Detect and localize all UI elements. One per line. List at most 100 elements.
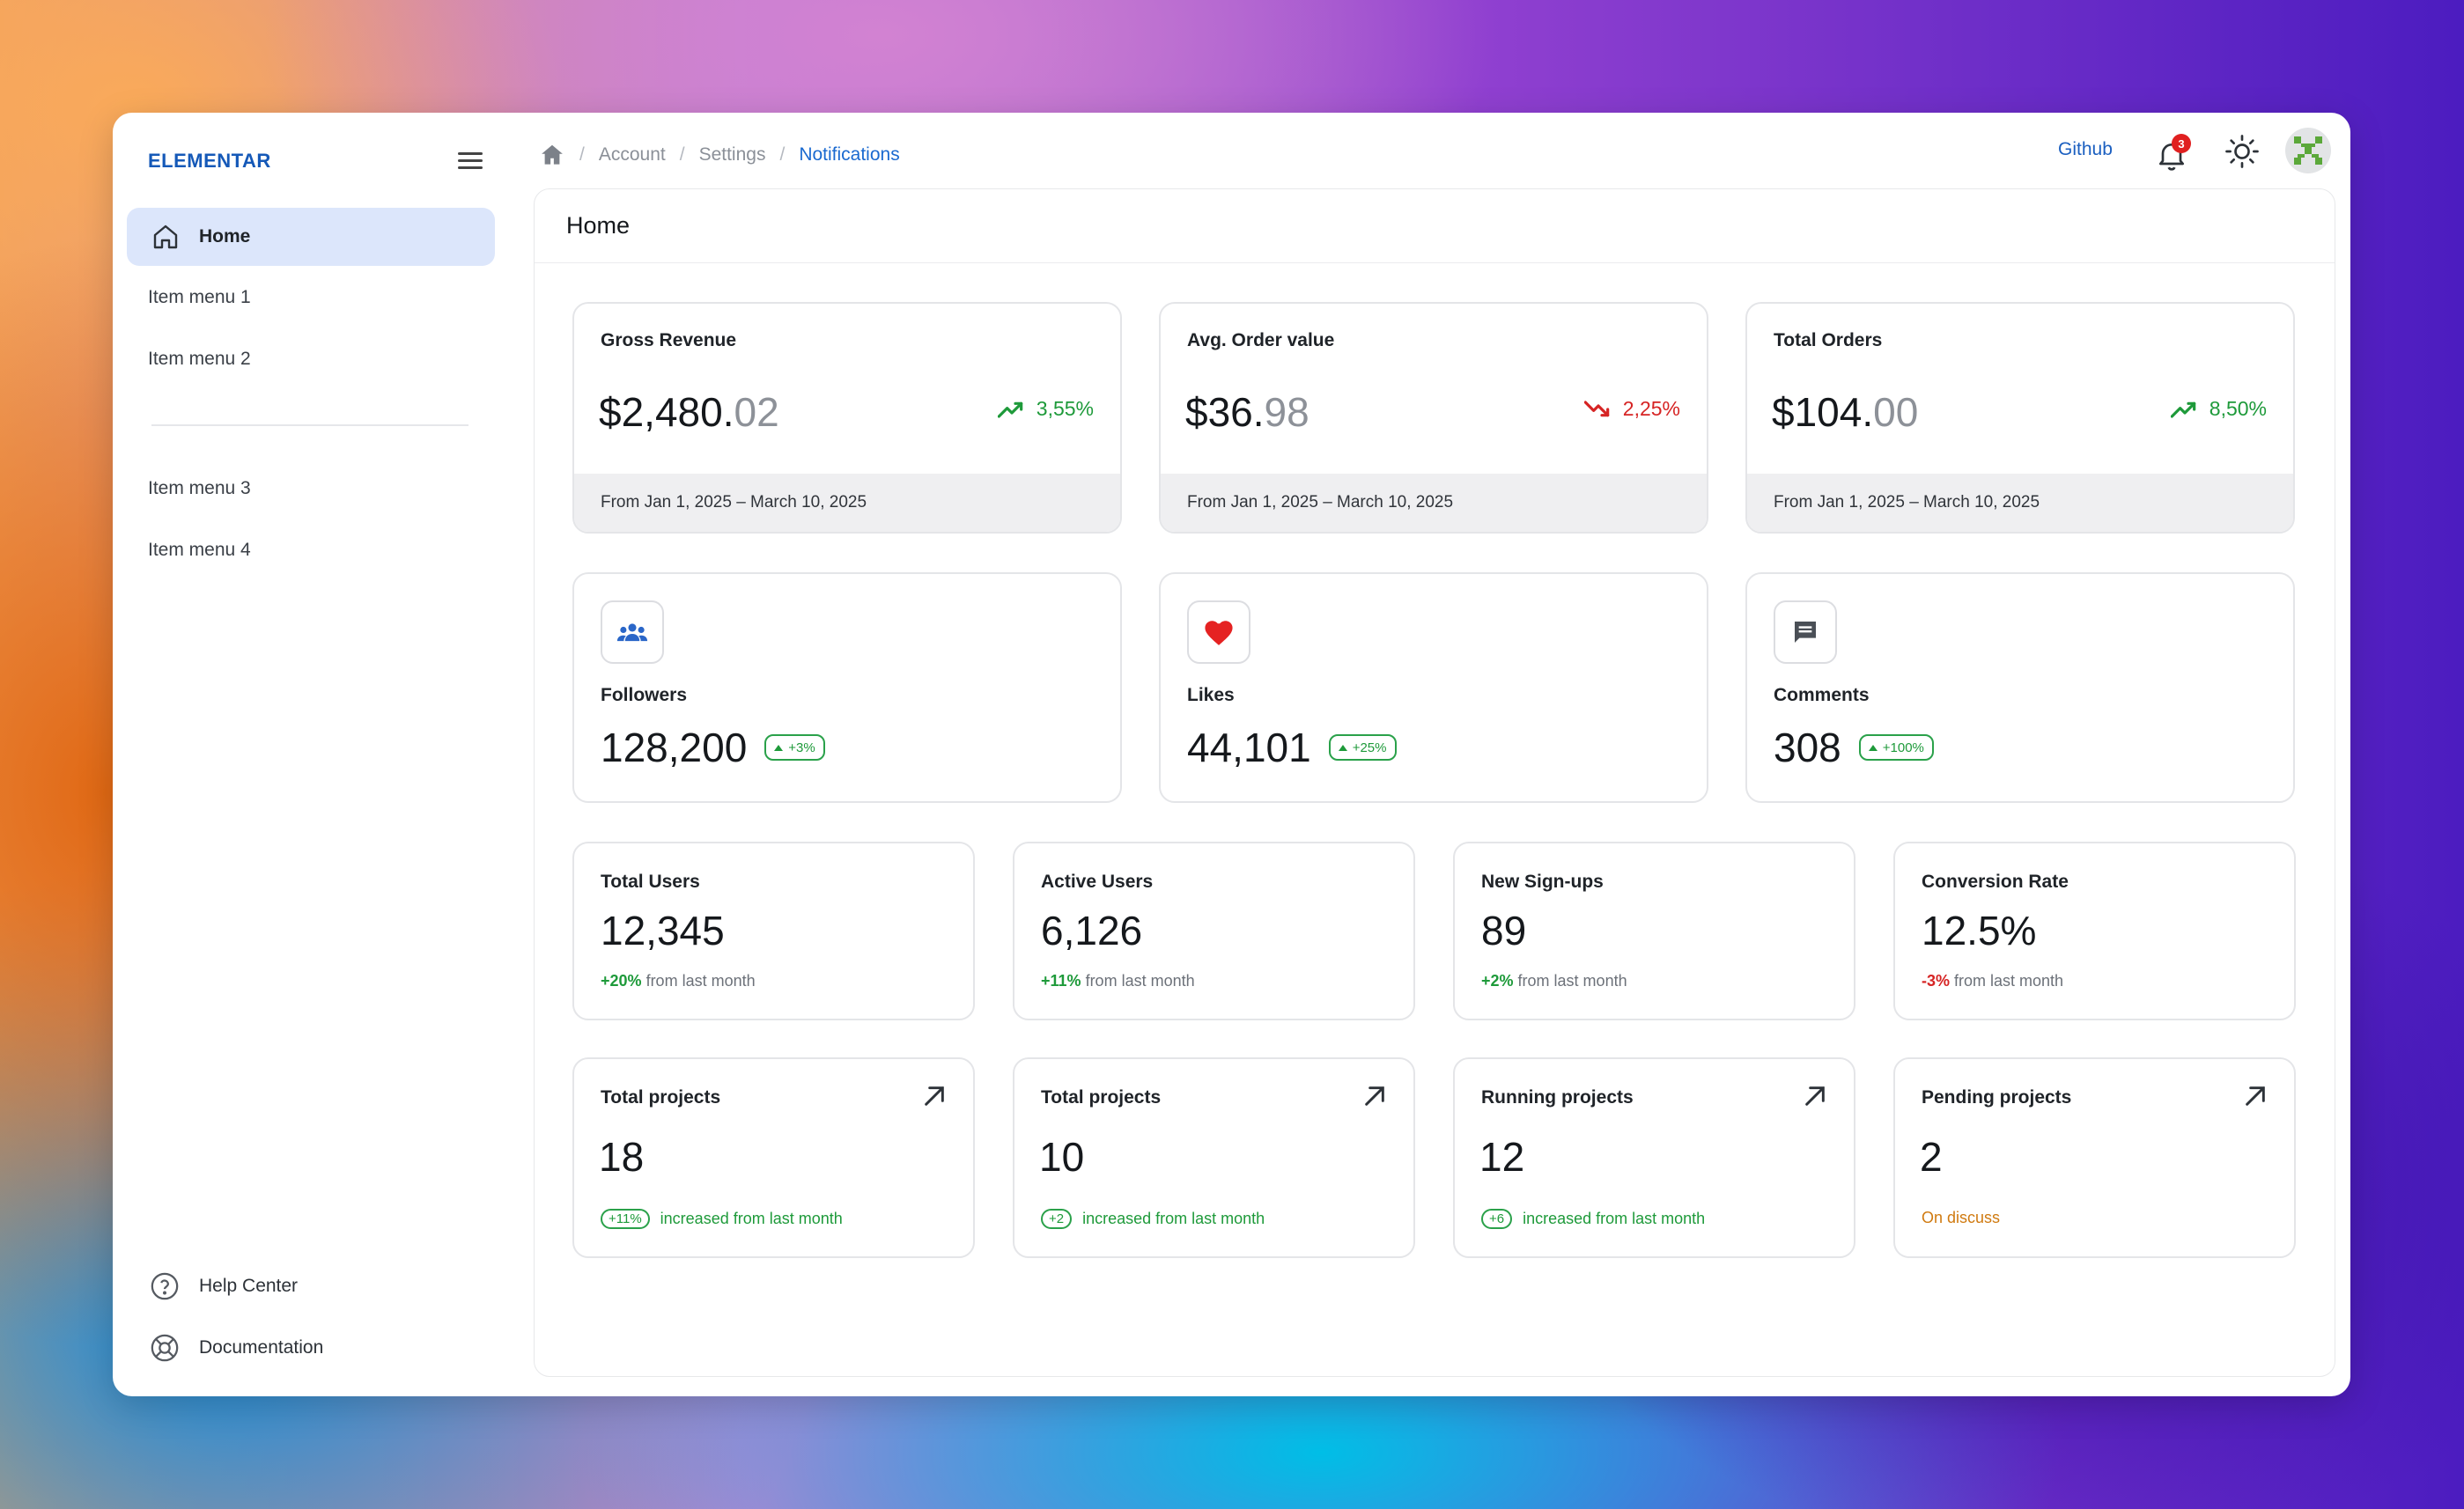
active-users-card: Active Users 6,126 +11% from last month (1013, 842, 1415, 1020)
trend-indicator: 8,50% (2170, 397, 2267, 421)
hamburger-icon (458, 159, 483, 162)
theme-toggle-button[interactable] (2224, 134, 2263, 173)
breadcrumb-separator: / (679, 144, 685, 165)
card-title: Likes (1187, 685, 1235, 705)
arrow-up-right-icon[interactable] (1361, 1082, 1389, 1110)
arrow-up-right-icon[interactable] (2241, 1082, 2269, 1110)
likes-icon-box (1187, 600, 1250, 664)
pending-projects-card: Pending projects 2 On discuss (1893, 1057, 2296, 1258)
change-chip: +2 (1041, 1209, 1073, 1229)
arrow-up-right-icon[interactable] (920, 1082, 948, 1110)
sidebar-item-documentation[interactable]: Documentation (150, 1333, 323, 1363)
card-title: Avg. Order value (1187, 330, 1335, 350)
sidebar-item-help-center[interactable]: Help Center (150, 1271, 298, 1301)
gross-revenue-card: Gross Revenue $2,480.02 3,55% From Jan 1… (572, 302, 1122, 534)
likes-card: Likes 44,101 +25% (1159, 572, 1708, 803)
menu-toggle-button[interactable] (456, 148, 484, 174)
total-projects-card: Total projects 18 +11% increased from las… (572, 1057, 975, 1258)
card-title: Comments (1774, 685, 1870, 705)
breadcrumb: / Account / Settings / Notifications (539, 136, 900, 174)
change-chip: +11% (601, 1209, 650, 1229)
card-title: Running projects (1481, 1087, 1634, 1108)
change-badge: +25% (1328, 734, 1397, 761)
breadcrumb-notifications[interactable]: Notifications (799, 144, 900, 165)
comment-icon (1795, 622, 1816, 643)
caret-up-icon (1868, 744, 1878, 751)
notifications-button[interactable]: 3 (2154, 134, 2193, 173)
card-title: Total projects (601, 1087, 721, 1108)
card-title: Followers (601, 685, 688, 705)
card-value: 2 (1920, 1134, 1943, 1180)
card-change: +6 increased from last month (1481, 1209, 1705, 1229)
trending-down-icon (1583, 400, 1610, 416)
hamburger-icon (458, 166, 483, 169)
sidebar-item-label: Home (199, 226, 251, 247)
change-badge: +100% (1858, 734, 1934, 761)
trend-indicator: 3,55% (997, 397, 1094, 421)
breadcrumb-separator: / (579, 144, 585, 165)
card-change: -3% from last month (1922, 972, 2064, 990)
heart-icon (1205, 621, 1233, 645)
card-value: 89 (1481, 908, 1527, 953)
help-circle-icon (151, 1272, 179, 1300)
card-title: New Sign-ups (1481, 872, 1604, 892)
sidebar-item-menu-4[interactable]: Item menu 4 (148, 540, 251, 560)
sun-icon (2225, 135, 2259, 168)
card-value: 10 (1039, 1134, 1085, 1180)
comments-icon-box (1774, 600, 1837, 664)
card-title: Conversion Rate (1922, 872, 2069, 892)
home-icon (153, 225, 178, 249)
sidebar-divider (151, 424, 468, 426)
card-period: From Jan 1, 2025 – March 10, 2025 (574, 474, 1120, 532)
sidebar-item-menu-1[interactable]: Item menu 1 (148, 287, 251, 307)
avatar[interactable] (2285, 128, 2331, 173)
card-value: 44,101 +25% (1187, 724, 1397, 771)
new-signups-card: New Sign-ups 89 +2% from last month (1453, 842, 1855, 1020)
followers-icon-box (601, 600, 664, 664)
running-projects-card: Running projects 12 +6 increased from las… (1453, 1057, 1855, 1258)
breadcrumb-settings[interactable]: Settings (698, 144, 766, 165)
card-status: On discuss (1922, 1209, 2001, 1226)
total-projects-card-2: Total projects 10 +2 increased from last … (1013, 1057, 1415, 1258)
notification-badge: 3 (2172, 134, 2191, 153)
conversion-rate-card: Conversion Rate 12.5% -3% from last mont… (1893, 842, 2296, 1020)
card-period: From Jan 1, 2025 – March 10, 2025 (1747, 474, 2293, 532)
total-orders-card: Total Orders $104.00 8,50% From Jan 1, 2… (1745, 302, 2295, 534)
breadcrumb-separator: / (779, 144, 786, 165)
followers-card: Followers 128,200 +3% (572, 572, 1122, 803)
group-icon (616, 623, 648, 642)
card-change: +2% from last month (1481, 972, 1627, 990)
trend-indicator: 2,25% (1583, 397, 1680, 421)
avg-order-value-card: Avg. Order value $36.98 2,25% From Jan 1… (1159, 302, 1708, 534)
card-title: Total projects (1041, 1087, 1162, 1108)
comments-card: Comments 308 +100% (1745, 572, 2295, 803)
home-icon[interactable] (539, 142, 565, 168)
change-badge: +3% (764, 734, 825, 761)
lifebuoy-icon (151, 1334, 179, 1362)
app-window: ELEMENTAR Home Item menu 1 Item menu 2 I… (113, 113, 2350, 1396)
page-title: Home (535, 189, 2335, 263)
trending-up-icon (2170, 401, 2196, 418)
sidebar-item-home[interactable]: Home (127, 208, 495, 266)
card-value: $2,480.02 (599, 389, 779, 435)
card-title: Total Orders (1774, 330, 1883, 350)
sidebar-item-menu-2[interactable]: Item menu 2 (148, 349, 251, 369)
card-change: +11% increased from last month (601, 1209, 843, 1229)
arrow-up-right-icon[interactable] (1801, 1082, 1829, 1110)
user-avatar-icon (2294, 136, 2322, 165)
sidebar: ELEMENTAR Home Item menu 1 Item menu 2 I… (113, 113, 514, 1396)
card-title: Pending projects (1922, 1087, 2072, 1108)
sidebar-item-menu-3[interactable]: Item menu 3 (148, 478, 251, 498)
card-value: 6,126 (1041, 908, 1143, 953)
card-value: 308 +100% (1774, 724, 1934, 771)
help-center-label: Help Center (199, 1276, 299, 1296)
card-period: From Jan 1, 2025 – March 10, 2025 (1161, 474, 1707, 532)
breadcrumb-account[interactable]: Account (598, 144, 666, 165)
card-value: $104.00 (1772, 389, 1919, 435)
github-link[interactable]: Github (2058, 139, 2113, 159)
card-change: +20% from last month (601, 972, 756, 990)
main-panel: Home Gross Revenue $2,480.02 3,55% From … (534, 188, 2335, 1377)
change-chip: +6 (1481, 1209, 1513, 1229)
app-logo: ELEMENTAR (148, 150, 271, 172)
card-value: 12.5% (1922, 908, 2037, 953)
